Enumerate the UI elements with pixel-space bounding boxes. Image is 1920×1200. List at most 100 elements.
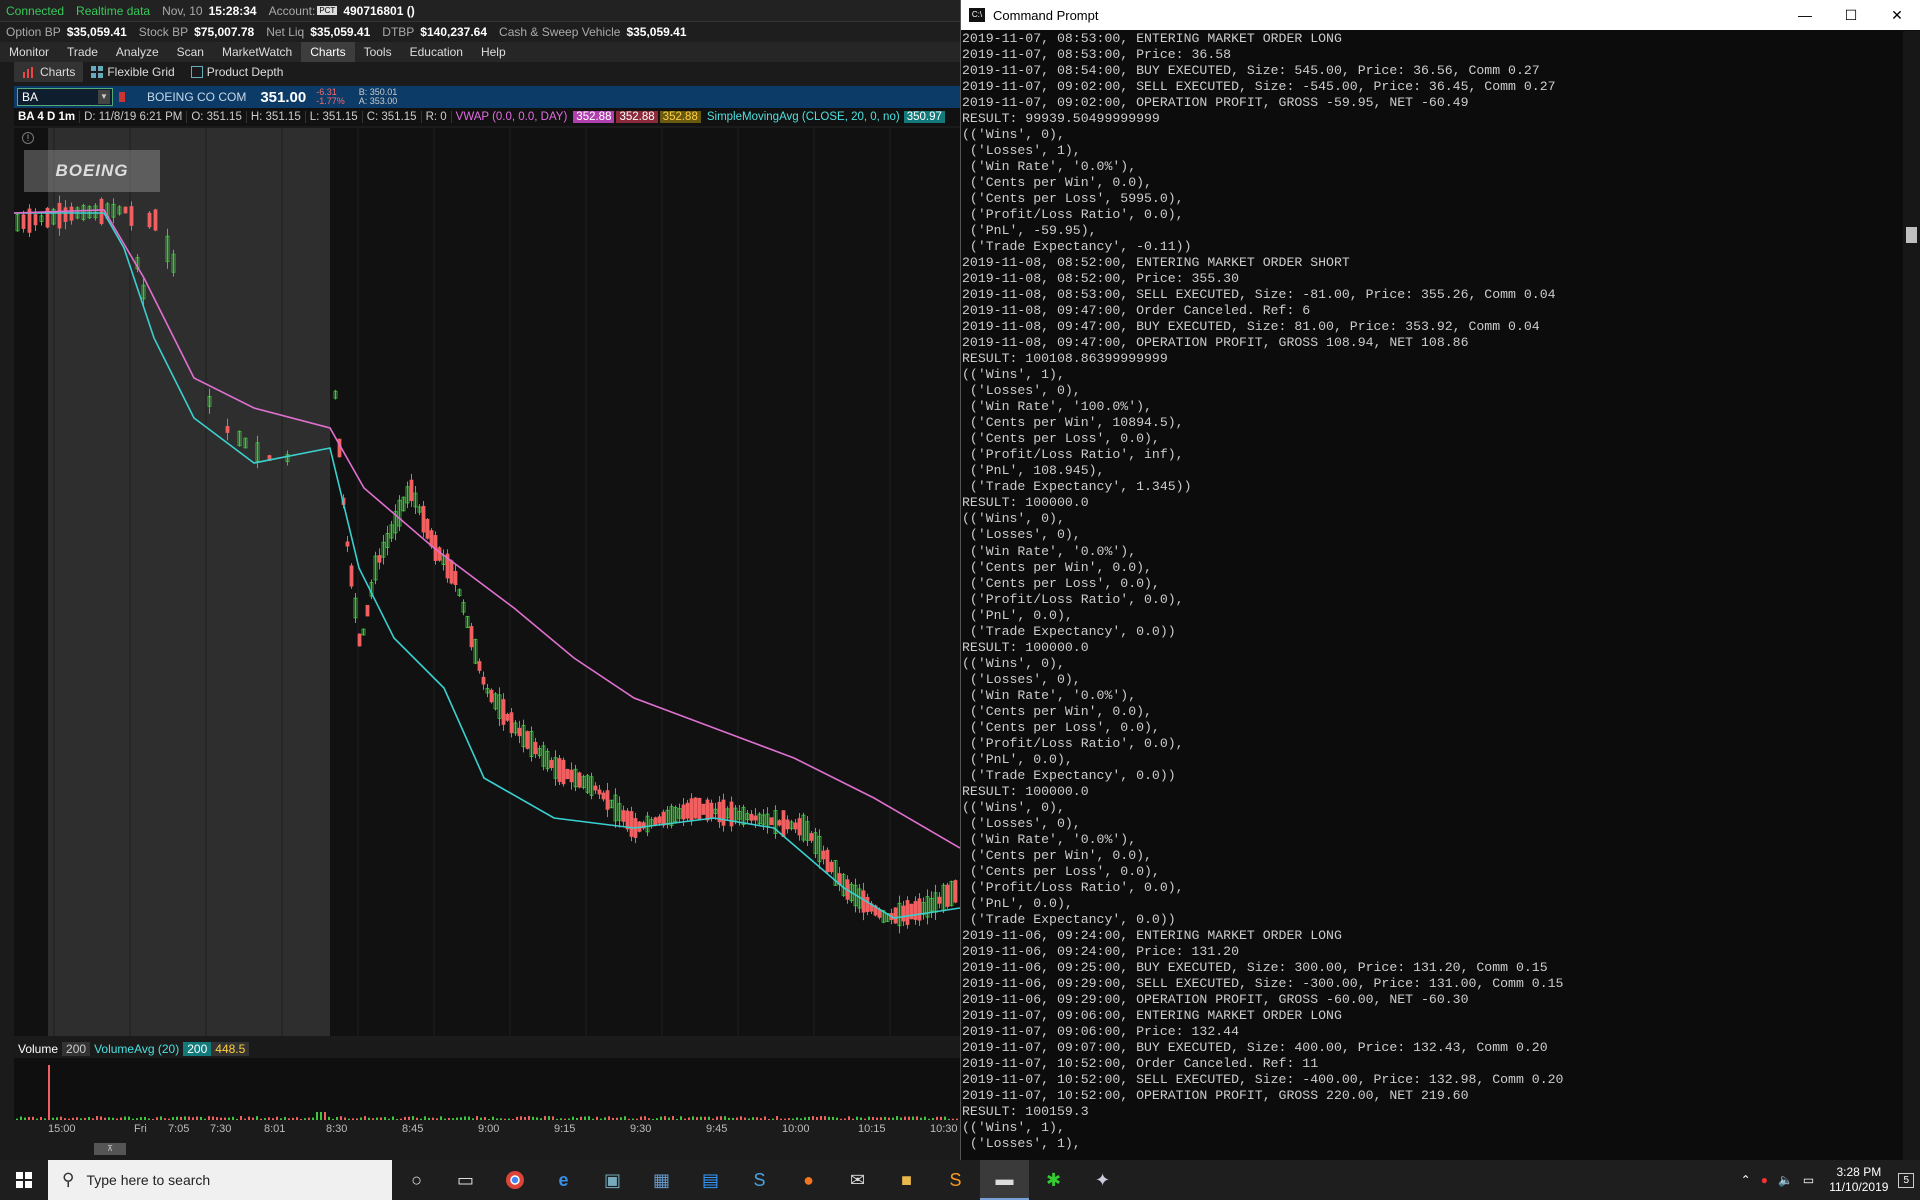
store-icon[interactable]: ▣	[603, 1169, 621, 1190]
app-icon-3[interactable]: S	[753, 1169, 766, 1190]
candle-body	[749, 813, 754, 821]
tab-analyze[interactable]: Analyze	[115, 45, 159, 59]
volume-bar-mark	[132, 1118, 134, 1120]
taskbar: ⚲ Type here to search ○ ▭ e ▣ ▦ ▤ S ● ✉ …	[0, 1160, 1920, 1200]
candle-body	[225, 426, 230, 433]
volume-bar-mark	[928, 1118, 930, 1120]
tab-help[interactable]: Help	[480, 45, 506, 59]
cmd-scrollbar[interactable]	[1903, 31, 1920, 1160]
volume-avg-value-2: 448.5	[211, 1042, 250, 1056]
vwap-study[interactable]: VWAP (0.0, 0.0, DAY)	[455, 111, 568, 123]
time-axis: 15:00 Fri 7:05 7:30 8:01 8:30 8:45 9:00 …	[14, 1120, 960, 1140]
volume-bar-mark	[932, 1117, 934, 1120]
volume-bar-mark	[20, 1116, 22, 1120]
price-chart[interactable]: ! BOEING	[14, 128, 960, 1036]
cortana-icon[interactable]: ○	[411, 1169, 422, 1190]
tray-chevron-icon[interactable]: ⌃	[1740, 1173, 1751, 1187]
tab-trade[interactable]: Trade	[67, 45, 98, 59]
volume-bar-mark	[252, 1117, 254, 1120]
volume-bar-mark	[512, 1118, 514, 1120]
volume-bar-mark	[628, 1118, 630, 1120]
console-line: ('Profit/Loss Ratio', 0.0),	[962, 591, 1184, 607]
mail-icon[interactable]: ✉	[849, 1169, 866, 1190]
edge-icon[interactable]: e	[558, 1169, 569, 1190]
volume-bar-mark	[860, 1117, 862, 1120]
search-placeholder: Type here to search	[86, 1172, 211, 1188]
candle-body	[33, 214, 38, 226]
volume-bar-mark	[744, 1117, 746, 1120]
candle-body	[953, 880, 958, 903]
minimize-icon[interactable]: —	[1798, 6, 1812, 23]
tab-marketwatch[interactable]: MarketWatch	[221, 45, 293, 59]
candle-body	[513, 722, 518, 734]
volume-bar-mark	[580, 1116, 582, 1120]
chevron-down-icon[interactable]: ▼	[98, 90, 110, 104]
maximize-icon[interactable]: ☐	[1844, 6, 1858, 23]
account-number[interactable]: 490716801 ()	[343, 3, 415, 18]
notification-icon[interactable]: 5	[1898, 1172, 1914, 1188]
volume-icon[interactable]: 🔈	[1777, 1173, 1793, 1187]
chart-scrollbar[interactable]: ⊼	[14, 1140, 960, 1156]
volume-bar-mark	[200, 1116, 202, 1120]
candle-body	[669, 806, 674, 826]
start-button[interactable]	[0, 1160, 48, 1200]
taskbar-clock[interactable]: 3:28 PM 11/10/2019	[1819, 1165, 1898, 1195]
thinkorswim-icon[interactable]: ✱	[1045, 1169, 1062, 1190]
volume-bar-mark	[392, 1116, 394, 1120]
tab-tools[interactable]: Tools	[363, 45, 392, 59]
subtab-product-depth[interactable]: Product Depth	[183, 62, 292, 82]
symbol-input[interactable]: BA ▼	[17, 88, 113, 106]
map-pin-icon[interactable]: ●	[803, 1169, 814, 1190]
volume-bar-mark	[468, 1116, 470, 1120]
cmd-titlebar[interactable]: C:\ Command Prompt — ☐ ✕	[961, 0, 1920, 30]
volume-bar-mark	[44, 1118, 46, 1120]
left-panel-strip[interactable]	[0, 128, 14, 1158]
volume-bar-mark	[52, 1117, 54, 1120]
scroll-handle-icon[interactable]: ⊼	[94, 1143, 126, 1155]
candle-body	[785, 819, 790, 830]
candle-body	[373, 555, 378, 581]
tab-monitor[interactable]: Monitor	[9, 45, 50, 59]
console-line: 2019-11-07, 08:54:00, BUY EXECUTED, Size…	[962, 63, 1540, 79]
console-line: 2019-11-08, 08:52:00, Price: 355.30	[962, 271, 1239, 287]
console-output[interactable]: 2019-11-07, 08:53:00, ENTERING MARKET OR…	[961, 31, 1903, 1160]
main-menu: Monitor Trade Analyze Scan MarketWatch C…	[0, 42, 960, 62]
volume-bar-mark	[488, 1118, 490, 1120]
tab-scan[interactable]: Scan	[176, 45, 204, 59]
dtbp-value: $140,237.64	[420, 25, 488, 39]
volume-label[interactable]: Volume	[18, 1042, 59, 1056]
volume-avg-label[interactable]: VolumeAvg (20)	[94, 1042, 180, 1056]
console-line: (('Wins', 0),	[962, 799, 1065, 815]
info-icon[interactable]: !	[22, 132, 34, 144]
cmd-scroll-thumb[interactable]	[1906, 227, 1917, 243]
task-view-icon[interactable]: ▭	[456, 1169, 474, 1190]
chart-aggregation[interactable]: BA 4 D 1m	[14, 111, 81, 123]
console-line: 2019-11-07, 10:52:00, Order Canceled. Re…	[962, 1056, 1319, 1071]
chrome-icon[interactable]	[490, 1160, 539, 1200]
sma-study[interactable]: SimpleMovingAvg (CLOSE, 20, 0, no)	[706, 111, 900, 123]
app-icon-2[interactable]: ▤	[701, 1169, 719, 1190]
python-icon[interactable]: ✦	[1094, 1169, 1111, 1190]
candle-body	[909, 903, 914, 920]
close-icon[interactable]: ✕	[1891, 6, 1903, 23]
subtab-charts-label: Charts	[40, 65, 76, 79]
tab-education[interactable]: Education	[409, 45, 463, 59]
candle-body	[493, 693, 498, 710]
folder-icon[interactable]: ■	[901, 1169, 912, 1190]
tray-app-icon[interactable]: ●	[1760, 1173, 1768, 1187]
volume-bar-mark	[800, 1118, 802, 1120]
sublime-icon[interactable]: S	[949, 1169, 962, 1190]
volume-bar-mark	[404, 1116, 406, 1120]
subtab-charts[interactable]: Charts	[14, 62, 84, 82]
volume-bar-mark	[436, 1118, 438, 1120]
app-icon-1[interactable]: ▦	[652, 1169, 670, 1190]
subtab-flexible-grid[interactable]: Flexible Grid	[83, 62, 182, 82]
console-line: 2019-11-08, 09:47:00, Order Canceled. Re…	[962, 303, 1311, 319]
taskbar-search[interactable]: ⚲ Type here to search	[48, 1160, 392, 1200]
console-line: ('Cents per Win', 0.0),	[962, 559, 1152, 575]
tab-charts[interactable]: Charts	[301, 42, 355, 62]
console-line: RESULT: 100159.3	[962, 1104, 1089, 1120]
network-icon[interactable]: ▭	[1802, 1173, 1815, 1187]
cmd-taskbar-icon[interactable]: ▬	[980, 1160, 1029, 1200]
volume-bar-mark	[804, 1117, 806, 1120]
